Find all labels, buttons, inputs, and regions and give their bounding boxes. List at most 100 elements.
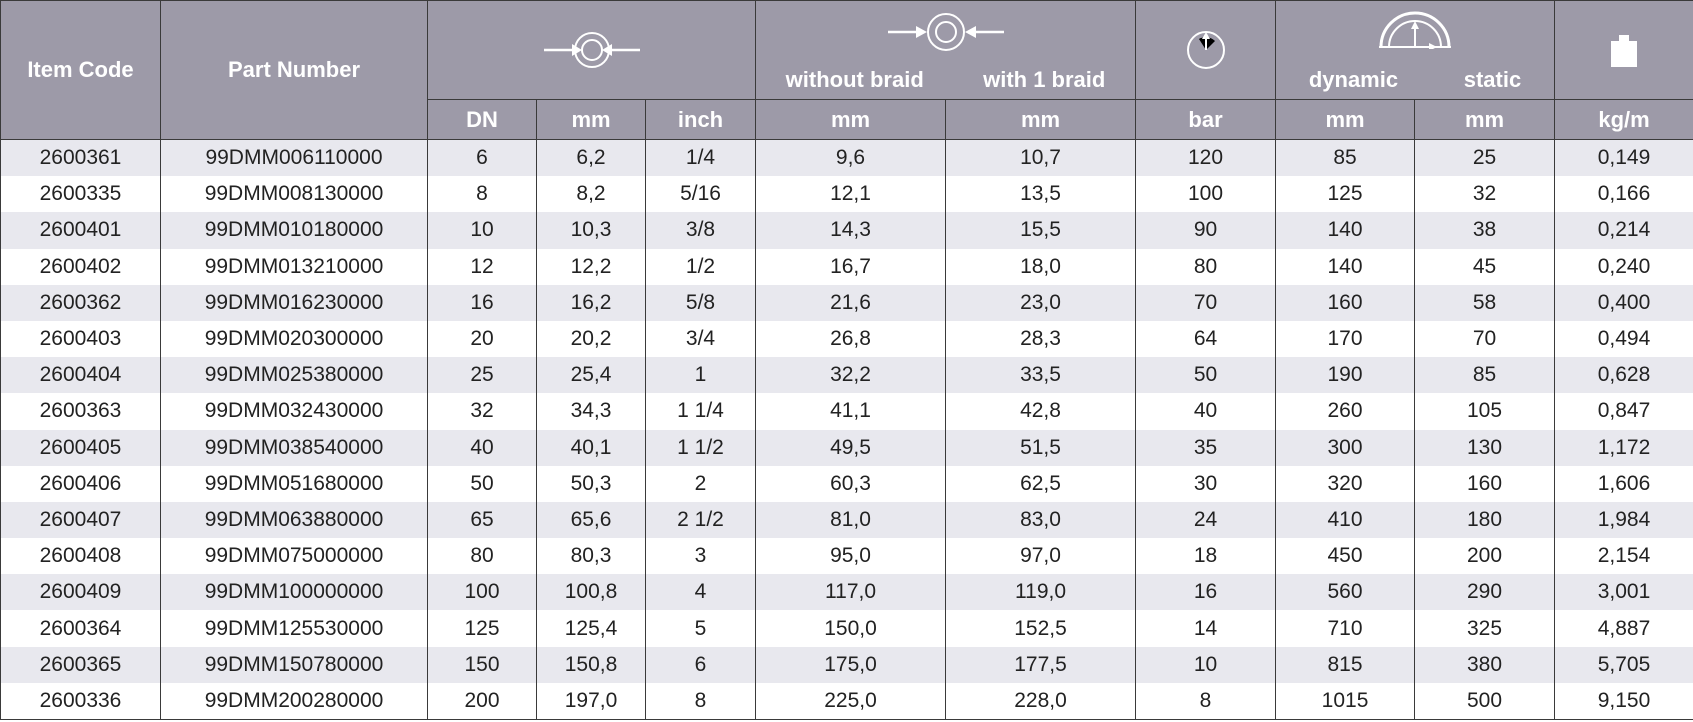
cell-dn: 100 <box>427 574 537 611</box>
cell-od-without-braid: 12,1 <box>755 176 947 213</box>
cell-inner-mm: 16,2 <box>536 284 646 321</box>
cell-od-with-braid: 18,0 <box>945 248 1137 285</box>
unit-header: kg/m <box>1554 99 1693 140</box>
cell-bend-static: 38 <box>1414 212 1556 249</box>
cell-bend-dynamic: 160 <box>1275 284 1416 321</box>
cell-bend-static: 325 <box>1414 610 1556 647</box>
table-row: 2600361 99DMM006110000 6 6,2 1/4 9,6 10,7 120 85… <box>0 139 1693 177</box>
cell-dn: 8 <box>427 176 537 213</box>
weight-icon <box>1611 35 1638 67</box>
cell-item-code: 2600362 <box>0 284 161 321</box>
cell-bend-static: 290 <box>1414 574 1556 611</box>
cell-inner-mm: 100,8 <box>536 574 646 611</box>
header-static: static <box>1463 67 1522 92</box>
cell-pressure-bar: 18 <box>1135 538 1277 575</box>
cell-od-without-braid: 9,6 <box>755 139 947 177</box>
cell-inner-inch: 1/2 <box>644 248 757 285</box>
table-row: 2600409 99DMM100000000 100 100,8 4 117,0 119,0… <box>0 574 1693 611</box>
cell-item-code: 2600407 <box>0 501 161 539</box>
cell-part-number: 99DMM025380000 <box>160 357 428 394</box>
table-row: 2600404 99DMM025380000 25 25,4 1 32,2 33,5 50 19… <box>0 357 1693 394</box>
cell-bend-dynamic: 410 <box>1275 501 1416 539</box>
cell-part-number: 99DMM038540000 <box>160 429 428 466</box>
cell-bend-static: 380 <box>1414 646 1556 683</box>
table-row: 2600402 99DMM013210000 12 12,2 1/2 16,7 18,0 80… <box>0 248 1693 285</box>
cell-pressure-bar: 35 <box>1135 429 1277 466</box>
cell-od-without-braid: 225,0 <box>755 682 947 720</box>
cell-bend-dynamic: 190 <box>1275 357 1416 394</box>
cell-inner-mm: 40,1 <box>536 429 646 466</box>
cell-inner-inch: 6 <box>644 646 757 683</box>
cell-dn: 10 <box>427 212 537 249</box>
table-row: 2600364 99DMM125530000 125 125,4 5 150,0 152,5… <box>0 610 1693 647</box>
cell-bend-static: 500 <box>1414 682 1556 720</box>
cell-weight: 0,240 <box>1554 248 1693 285</box>
cell-od-without-braid: 81,0 <box>755 501 947 539</box>
cell-bend-dynamic: 140 <box>1275 212 1416 249</box>
cell-inner-mm: 6,2 <box>536 139 646 177</box>
cell-weight: 2,154 <box>1554 538 1693 575</box>
cell-od-with-braid: 23,0 <box>945 284 1137 321</box>
cell-item-code: 2600336 <box>0 682 161 720</box>
cell-od-without-braid: 16,7 <box>755 248 947 285</box>
cell-bend-dynamic: 815 <box>1275 646 1416 683</box>
header-without-braid: without braid <box>785 67 924 92</box>
cell-item-code: 2600406 <box>0 465 161 502</box>
cell-inner-inch: 3/4 <box>644 320 757 358</box>
cell-inner-inch: 1 1/2 <box>644 429 757 466</box>
cell-od-with-braid: 10,7 <box>945 139 1137 177</box>
cell-part-number: 99DMM200280000 <box>160 682 428 720</box>
cell-od-with-braid: 83,0 <box>945 501 1137 539</box>
cell-inner-mm: 12,2 <box>536 248 646 285</box>
cell-item-code: 2600401 <box>0 212 161 249</box>
cell-bend-static: 200 <box>1414 538 1556 575</box>
cell-part-number: 99DMM150780000 <box>160 646 428 683</box>
cell-dn: 80 <box>427 538 537 575</box>
cell-bend-dynamic: 710 <box>1275 610 1416 647</box>
cell-weight: 0,400 <box>1554 284 1693 321</box>
cell-od-with-braid: 228,0 <box>945 682 1137 720</box>
cell-bend-dynamic: 170 <box>1275 320 1416 358</box>
cell-dn: 32 <box>427 393 537 430</box>
cell-item-code: 2600335 <box>0 176 161 213</box>
cell-pressure-bar: 100 <box>1135 176 1277 213</box>
cell-inner-mm: 65,6 <box>536 501 646 539</box>
cell-bend-static: 85 <box>1414 357 1556 394</box>
cell-inner-inch: 3/8 <box>644 212 757 249</box>
table-row: 2600406 99DMM051680000 50 50,3 2 60,3 62,5 30 32… <box>0 465 1693 502</box>
cell-pressure-bar: 10 <box>1135 646 1277 683</box>
cell-pressure-bar: 70 <box>1135 284 1277 321</box>
header-bend-radius: dynamic static <box>1275 0 1556 100</box>
table-row: 2600336 99DMM200280000 200 197,0 8 225,0 228,0… <box>0 682 1693 720</box>
cell-weight: 1,606 <box>1554 465 1693 502</box>
header-dynamic: dynamic <box>1308 67 1399 92</box>
cell-item-code: 2600408 <box>0 538 161 575</box>
cell-inner-inch: 1/4 <box>644 139 757 177</box>
cell-bend-dynamic: 450 <box>1275 538 1416 575</box>
cell-inner-mm: 150,8 <box>536 646 646 683</box>
cell-bend-static: 180 <box>1414 501 1556 539</box>
cell-inner-mm: 80,3 <box>536 538 646 575</box>
cell-od-with-braid: 15,5 <box>945 212 1137 249</box>
header-outer-diameter: without braid with 1 braid <box>755 0 1137 100</box>
cell-bend-dynamic: 85 <box>1275 139 1416 177</box>
cell-weight: 0,214 <box>1554 212 1693 249</box>
pressure-gauge-icon <box>1186 31 1225 69</box>
cell-bend-dynamic: 125 <box>1275 176 1416 213</box>
cell-pressure-bar: 30 <box>1135 465 1277 502</box>
cell-item-code: 2600409 <box>0 574 161 611</box>
table-row: 2600407 99DMM063880000 65 65,6 2 1/2 81,0 83,0… <box>0 501 1693 539</box>
cell-item-code: 2600364 <box>0 610 161 647</box>
cell-item-code: 2600402 <box>0 248 161 285</box>
cell-weight: 1,172 <box>1554 429 1693 466</box>
cell-part-number: 99DMM006110000 <box>160 139 428 177</box>
cell-dn: 125 <box>427 610 537 647</box>
cell-od-without-braid: 60,3 <box>755 465 947 502</box>
cell-inner-inch: 5/16 <box>644 176 757 213</box>
cell-part-number: 99DMM125530000 <box>160 610 428 647</box>
cell-pressure-bar: 40 <box>1135 393 1277 430</box>
inner-diameter-icon <box>543 32 640 68</box>
cell-dn: 40 <box>427 429 537 466</box>
cell-pressure-bar: 50 <box>1135 357 1277 394</box>
